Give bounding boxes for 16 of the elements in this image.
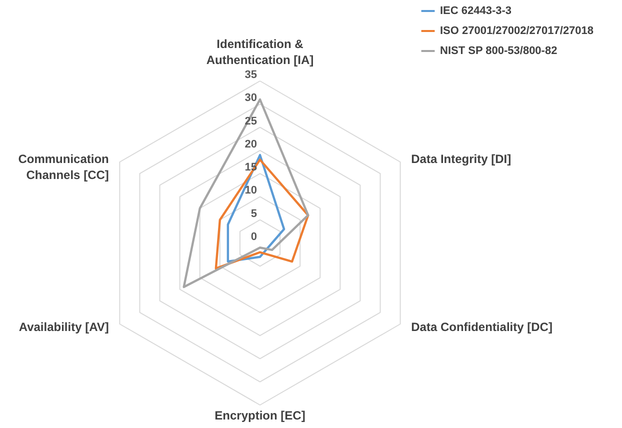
legend-label: NIST SP 800-53/800-82: [440, 45, 558, 57]
legend-label: ISO 27001/27002/27017/27018: [440, 25, 594, 37]
legend-label: IEC 62443-3-3: [440, 5, 512, 17]
y-tick-label: 0: [250, 231, 257, 243]
spoke-label: Data Integrity [DI]: [411, 152, 512, 166]
spoke-label: Encryption [EC]: [214, 408, 306, 423]
spoke-label: Communication Channels [CC]: [18, 152, 109, 182]
y-tick-label: 20: [244, 138, 257, 150]
y-tick-label: 35: [244, 69, 257, 81]
spoke-label: Identification & Authentication [IA]: [206, 37, 314, 68]
y-tick-label: 30: [244, 92, 257, 104]
spoke-label: Availability [AV]: [18, 320, 109, 334]
spoke-label: Data Confidentiality [DC]: [411, 320, 552, 334]
y-tick-label: 10: [244, 184, 257, 197]
y-tick-label: 5: [250, 208, 257, 220]
y-tick-label: 25: [244, 115, 257, 128]
